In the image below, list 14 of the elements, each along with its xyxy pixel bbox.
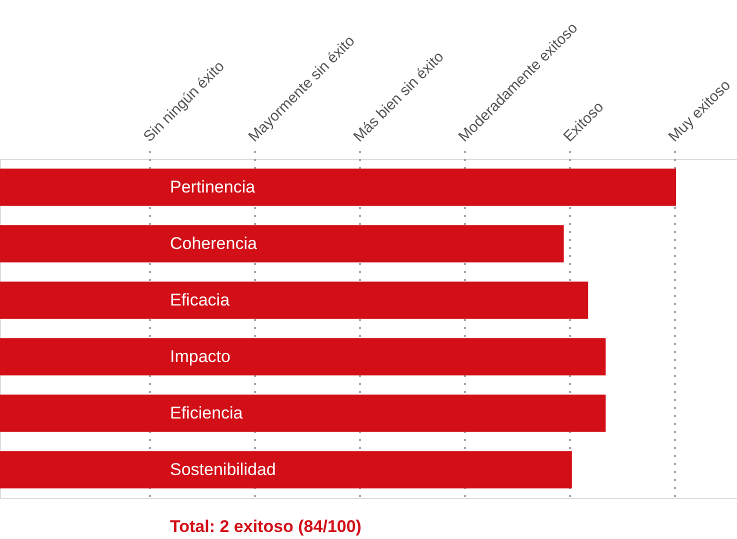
text: Total: 2 exitoso (84/100) [170, 517, 362, 536]
y-tick-label: Eficiencia [170, 403, 244, 422]
bar [0, 338, 606, 376]
y-tick-label: Impacto [170, 346, 230, 366]
bar [0, 168, 676, 206]
y-tick-label: Sostenibilidad [170, 460, 276, 479]
bar [0, 282, 588, 319]
bar [0, 394, 606, 432]
bar [0, 451, 572, 488]
text: Más bien sin éxito [350, 48, 448, 146]
bar [0, 225, 564, 262]
y-tick-label: Pertinencia [170, 177, 256, 196]
y-tick-label: Coherencia [170, 234, 258, 253]
y-tick-label: Eficacia [170, 290, 230, 310]
